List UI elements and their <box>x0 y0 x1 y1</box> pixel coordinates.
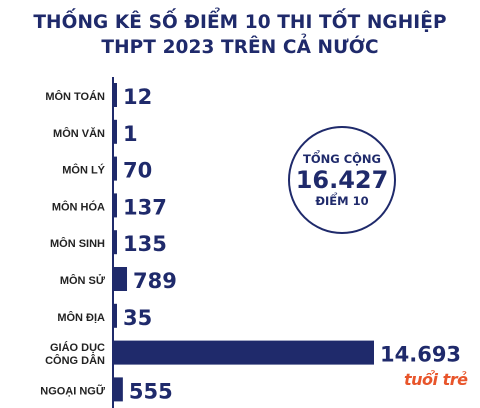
value-label: 14.693 <box>380 343 461 367</box>
category-label: NGOẠI NGỮ <box>40 384 106 397</box>
category-label: MÔN HÓA <box>52 200 105 213</box>
bar <box>113 303 117 328</box>
bar <box>113 119 117 144</box>
total-label: TỔNG CỘNG <box>303 152 381 166</box>
bar <box>113 377 123 402</box>
category-label: MÔN SINH <box>50 237 105 250</box>
chart-title: THỐNG KÊ SỐ ĐIỂM 10 THI TỐT NGHIỆP THPT … <box>0 10 480 60</box>
bar <box>113 156 117 181</box>
total-circle: TỔNG CỘNG 16.427 ĐIỂM 10 <box>288 126 396 234</box>
category-label: MÔN ĐỊA <box>57 311 105 324</box>
category-label: MÔN LÝ <box>62 164 105 177</box>
category-label: MÔN TOÁN <box>45 90 105 103</box>
bar <box>113 267 128 291</box>
value-label: 1 <box>123 122 138 146</box>
value-label: 555 <box>129 379 173 403</box>
value-label: 12 <box>123 85 152 109</box>
total-unit: ĐIỂM 10 <box>315 194 369 208</box>
bar <box>113 230 117 255</box>
bar <box>113 193 117 218</box>
title-line-2: THPT 2023 TRÊN CẢ NƯỚC <box>101 37 379 58</box>
value-label: 35 <box>123 306 152 330</box>
value-label: 70 <box>123 159 152 183</box>
total-value: 16.427 <box>295 166 389 194</box>
brand-logo: tuổi trẻ <box>404 370 468 389</box>
value-label: 789 <box>133 269 177 293</box>
category-label: MÔN VĂN <box>53 127 105 140</box>
bar <box>113 83 117 107</box>
value-label: 137 <box>123 195 167 219</box>
bar <box>113 340 374 365</box>
category-label: GIÁO DỤC CÔNG DÂN <box>45 341 105 367</box>
value-label: 135 <box>123 232 167 256</box>
category-label: MÔN SỬ <box>60 274 106 287</box>
title-line-1: THỐNG KÊ SỐ ĐIỂM 10 THI TỐT NGHIỆP <box>33 12 447 33</box>
